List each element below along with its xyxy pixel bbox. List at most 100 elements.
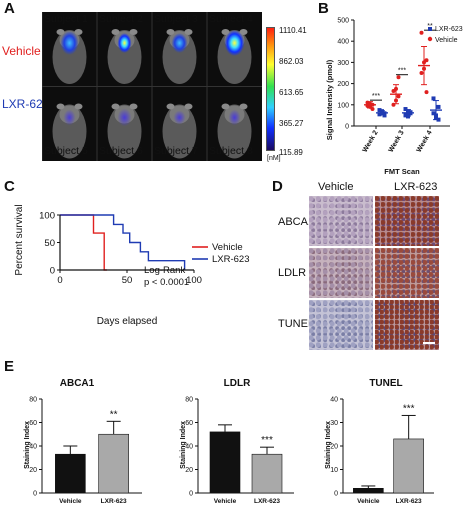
colorbar-tick: 1110.41	[279, 26, 307, 35]
y-tick-label: 0	[33, 491, 37, 498]
subject-label: Subject 3	[154, 13, 198, 25]
y-tick-label: 0	[345, 124, 349, 131]
legend-label-vehicle: Vehicle	[435, 37, 458, 44]
y-tick-label: 60	[29, 420, 37, 427]
y-tick-label: 40	[29, 444, 37, 451]
x-tick-label: Vehicle	[357, 498, 380, 505]
significance-stars: ***	[372, 93, 380, 100]
mouse-ear	[166, 103, 175, 110]
data-point-lxr	[431, 96, 436, 101]
data-point-lxr	[377, 108, 382, 113]
scale-bar	[423, 342, 435, 344]
mouse-ear	[111, 29, 120, 35]
bar-lxr	[251, 453, 283, 494]
fluorescence-signal	[117, 33, 132, 53]
fluorescence-signal	[63, 109, 76, 126]
data-point-vehicle	[424, 90, 429, 95]
y-tick-label: 0	[50, 266, 55, 277]
chart-e3-ylabel: Staining Index	[325, 421, 332, 469]
bar-vehicle	[55, 453, 86, 494]
y-tick-label: 0	[189, 491, 193, 498]
subject-label: Subject 2	[99, 13, 143, 25]
chart-b: Signal Intensity (pmol) FMT Scan 0 100 200…	[325, 18, 463, 177]
legend-label-lxr: LXR-623	[212, 254, 250, 265]
histology-vehicle-ldlr	[309, 248, 373, 298]
mouse-ear	[184, 103, 193, 110]
mouse-ear	[74, 29, 83, 35]
data-point-vehicle	[396, 94, 401, 99]
mouse-ear	[56, 103, 65, 110]
chart-e1-ylabel: Staining Index	[24, 421, 31, 469]
subject-labels-bottom: Subject 5 Subject 6 Subject 7 Subject 8	[42, 145, 262, 159]
mouse-ear	[239, 29, 248, 35]
subject-label: Subject 5	[44, 145, 88, 157]
x-tick-label: Week 3	[388, 129, 406, 153]
chart-c-legend: Vehicle LXR-623	[192, 242, 250, 265]
chart-c-annotation-title: Log-Rank	[144, 265, 185, 276]
fluorescence-signal	[117, 108, 132, 127]
mouse-ear	[221, 29, 230, 35]
chart-e2-ylabel: Staining Index	[180, 421, 187, 469]
mouse-ear	[166, 29, 175, 35]
data-point-vehicle	[422, 66, 426, 71]
subject-label: Subject 1	[44, 13, 88, 25]
data-point-lxr	[406, 114, 410, 119]
panel-letter-b: B	[318, 0, 329, 17]
histology-lxr-ldlr	[375, 248, 439, 298]
chart-e1: ABCA1 Staining Index 0 20 40 60 80 Vehicle LXR…	[24, 378, 142, 505]
chart-c-annotation-p: p < 0.0001	[144, 277, 189, 288]
chart-b-legend: LXR-623 Vehicle	[427, 26, 463, 44]
chart-c-xlabel: Days elapsed	[97, 316, 158, 327]
data-point-lxr	[436, 104, 441, 109]
survival-line-lxr	[60, 214, 186, 270]
mouse-ear	[239, 103, 248, 110]
panel-letter-c: C	[4, 178, 15, 195]
mouse-fluorescence-images	[41, 12, 262, 161]
data-point-lxr	[382, 111, 387, 116]
panel-letter-e: E	[4, 358, 15, 375]
y-tick-label: 20	[185, 467, 193, 474]
x-tick-label: LXR-623	[101, 498, 127, 505]
data-point-lxr	[436, 117, 441, 122]
fluorescence-signal	[173, 110, 186, 125]
panel-d: Vehicle LXR-623 ABCA1 LDLR TUNEL	[272, 178, 474, 358]
x-tick-label: Week 2	[362, 129, 380, 153]
legend-swatch-vehicle	[427, 36, 433, 42]
panel-d-row-abca1: ABCA1	[278, 216, 315, 228]
y-tick-label: 300	[337, 60, 349, 67]
data-point-lxr	[434, 113, 438, 118]
y-tick-label: 50	[44, 238, 55, 249]
data-point-vehicle	[419, 30, 424, 35]
mouse-ear	[221, 103, 230, 110]
survival-line-vehicle	[60, 214, 107, 271]
colorbar-tick: 862.03	[279, 57, 304, 66]
fluorescence-signal	[228, 109, 241, 126]
bar-vehicle	[353, 488, 384, 494]
data-point-lxr	[406, 109, 410, 114]
chart-e1-title: ABCA1	[60, 378, 95, 389]
fluorescence-signal	[224, 30, 245, 56]
data-point-lxr	[403, 113, 408, 118]
significance-stars: **	[427, 23, 433, 30]
panel-d-col-vehicle: Vehicle	[318, 181, 354, 193]
x-tick-label: Vehicle	[59, 498, 82, 505]
row-label-vehicle: Vehicle	[2, 44, 41, 58]
x-tick-label: 0	[57, 275, 62, 286]
data-point-lxr	[377, 112, 382, 117]
chart-e2: LDLR Staining Index 0 20 40 60 80 Vehicle LXR-…	[180, 378, 294, 505]
colorbar-unit: [nM]	[267, 155, 281, 162]
data-point-lxr	[382, 113, 387, 118]
data-point-vehicle	[424, 58, 429, 63]
bar-lxr	[393, 438, 424, 494]
data-point-lxr	[408, 110, 413, 115]
mouse-ear	[111, 103, 120, 110]
colorbar	[266, 27, 275, 151]
bar-lxr	[98, 433, 129, 494]
data-point-lxr	[380, 110, 384, 115]
y-tick-label: 40	[330, 397, 338, 404]
panel-a: Vehicle LXR-623	[0, 0, 318, 178]
y-tick-label: 400	[337, 39, 349, 46]
subject-label: Subject 4	[209, 13, 253, 25]
subject-label: Subject 6	[99, 145, 143, 157]
data-point-vehicle	[365, 100, 370, 105]
